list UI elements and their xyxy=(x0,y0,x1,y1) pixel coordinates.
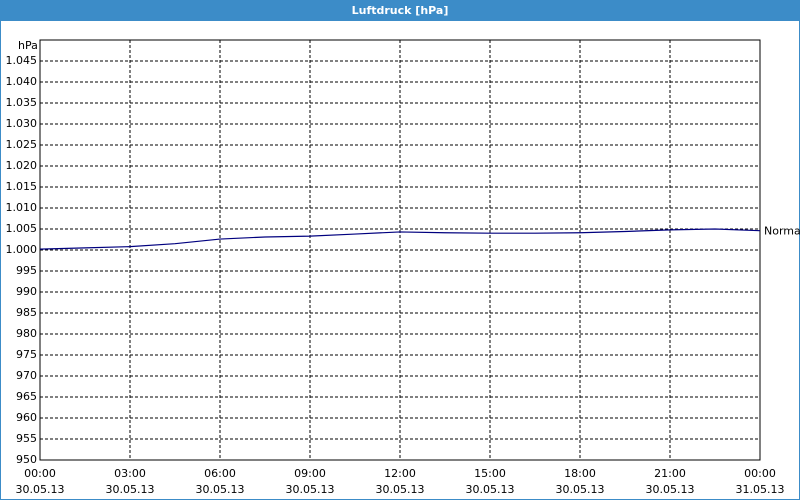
y-tick-label: 965 xyxy=(16,390,37,403)
chart-title: Luftdruck [hPa] xyxy=(352,4,449,17)
x-tick-label: 30.05.13 xyxy=(196,483,245,496)
series-label: Normal xyxy=(764,225,800,238)
x-tick-label: 00:00 xyxy=(744,467,776,480)
y-tick-label: 1.020 xyxy=(6,159,38,172)
y-tick-label: 980 xyxy=(16,327,37,340)
y-tick-label: 1.015 xyxy=(6,180,38,193)
x-tick-label: 09:00 xyxy=(294,467,326,480)
y-tick-label: 970 xyxy=(16,369,37,382)
x-tick-label: 06:00 xyxy=(204,467,236,480)
x-tick-label: 30.05.13 xyxy=(556,483,605,496)
y-tick-label: 1.010 xyxy=(6,201,38,214)
x-tick-label: 21:00 xyxy=(654,467,686,480)
x-tick-label: 18:00 xyxy=(564,467,596,480)
x-tick-label: 30.05.13 xyxy=(16,483,65,496)
x-tick-label: 30.05.13 xyxy=(106,483,155,496)
y-tick-label: 1.040 xyxy=(6,75,38,88)
x-tick-label: 00:00 xyxy=(24,467,56,480)
y-tick-label: 960 xyxy=(16,411,37,424)
x-tick-label: 30.05.13 xyxy=(466,483,515,496)
y-tick-label: 995 xyxy=(16,264,37,277)
x-tick-label: 30.05.13 xyxy=(646,483,695,496)
y-tick-label: 1.035 xyxy=(6,96,38,109)
y-tick-label: 1.030 xyxy=(6,117,38,130)
data-line xyxy=(39,228,761,250)
x-tick-label: 12:00 xyxy=(384,467,416,480)
y-tick-label: 990 xyxy=(16,285,37,298)
y-tick-label: 1.000 xyxy=(6,243,38,256)
y-tick-label: 955 xyxy=(16,432,37,445)
y-tick-label: 985 xyxy=(16,306,37,319)
y-tick-label: 950 xyxy=(16,453,37,466)
y-tick-label: 1.005 xyxy=(6,222,38,235)
y-tick-label: 1.025 xyxy=(6,138,38,151)
x-tick-label: 03:00 xyxy=(114,467,146,480)
y-axis-label: hPa xyxy=(18,39,38,52)
x-tick-label: 15:00 xyxy=(474,467,506,480)
x-tick-label: 30.05.13 xyxy=(376,483,425,496)
title-bar xyxy=(0,0,800,21)
x-tick-label: 31.05.13 xyxy=(736,483,785,496)
y-tick-label: 975 xyxy=(16,348,37,361)
y-tick-label: 1.045 xyxy=(6,54,38,67)
x-tick-label: 30.05.13 xyxy=(286,483,335,496)
